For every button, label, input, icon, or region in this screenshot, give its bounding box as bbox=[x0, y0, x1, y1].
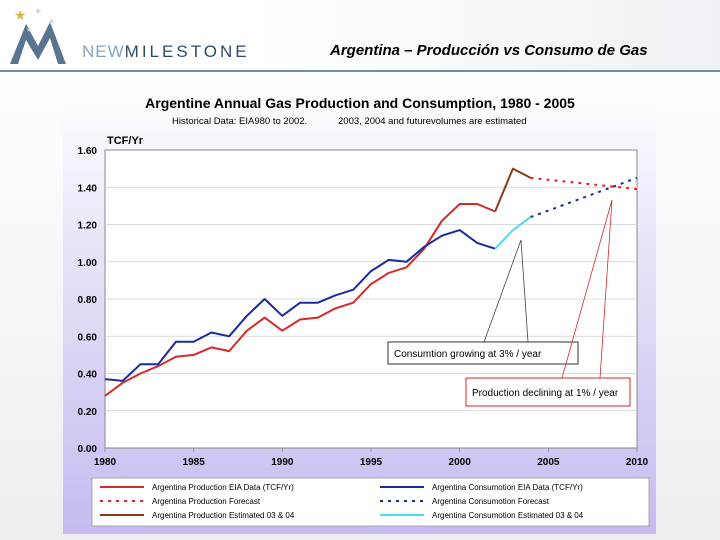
y-tick-label: 1.60 bbox=[78, 146, 98, 157]
y-tick-label: 1.20 bbox=[78, 221, 98, 232]
svg-text:★: ★ bbox=[34, 7, 42, 17]
slide-title: Argentina – Producción vs Consumo de Gas bbox=[330, 42, 648, 59]
series-line-5 bbox=[494, 216, 532, 250]
chart-title: Argentine Annual Gas Production and Cons… bbox=[145, 95, 575, 111]
logo-text-new: NEW bbox=[82, 42, 125, 61]
y-tick-label: 1.40 bbox=[78, 183, 98, 194]
y-tick-label: 0.40 bbox=[78, 370, 98, 381]
legend-box bbox=[91, 477, 650, 527]
x-tick-label: 2005 bbox=[537, 457, 560, 468]
legend-label-0: Argentina Production EIA Data (TCF/Yr) bbox=[152, 483, 294, 492]
annotation-production-text: Production declining at 1% / year bbox=[472, 388, 619, 399]
series-line-2 bbox=[494, 167, 532, 212]
series-line-1 bbox=[530, 176, 638, 191]
svg-text:★: ★ bbox=[14, 8, 27, 24]
x-tick-label: 2000 bbox=[449, 457, 472, 468]
logo-icon: ★ ★ ★ ★ bbox=[10, 7, 66, 64]
y-axis-label: TCF/Yr bbox=[107, 135, 144, 147]
x-tick-label: 1985 bbox=[183, 457, 206, 468]
chart-subtitle-left: Historical Data: EIA980 to 2002. bbox=[172, 116, 307, 127]
logo-text: NEWMILESTONE bbox=[82, 42, 250, 62]
annotation-consumption-box bbox=[387, 341, 579, 365]
legend-label-3: Argentina Consumotion EIA Data (TCF/Yr) bbox=[432, 483, 583, 492]
x-tick-label: 1980 bbox=[94, 457, 117, 468]
x-tick-label: 1995 bbox=[360, 457, 383, 468]
series-line-3 bbox=[104, 229, 496, 382]
annotation-consumption-text: Consumtion growing at 3% / year bbox=[394, 349, 542, 360]
y-tick-label: 0.80 bbox=[78, 295, 98, 306]
chart-subtitle-right: 2003, 2004 and futurevolumes are estimat… bbox=[338, 116, 527, 127]
legend-label-1: Argentina Production Forecast bbox=[152, 497, 261, 506]
svg-text:★: ★ bbox=[48, 17, 55, 26]
annotation-consumption-callout bbox=[483, 239, 529, 343]
x-tick-label: 1990 bbox=[271, 457, 294, 468]
series-line-0 bbox=[104, 203, 496, 397]
header-band bbox=[0, 0, 720, 72]
legend-label-4: Argentina Consumotion Forecast bbox=[432, 497, 550, 506]
y-tick-label: 0.60 bbox=[78, 332, 98, 343]
y-tick-label: 1.00 bbox=[78, 258, 98, 269]
annotation-production-callout bbox=[561, 199, 613, 379]
series-line-4 bbox=[530, 176, 638, 219]
y-tick-label: 0.00 bbox=[78, 444, 98, 455]
annotation-production-box bbox=[465, 377, 631, 407]
legend-label-2: Argentina Production Estimated 03 & 04 bbox=[152, 511, 295, 520]
header-divider bbox=[0, 70, 720, 72]
logo-text-rest: MILESTONE bbox=[124, 42, 250, 61]
y-tick-label: 0.20 bbox=[78, 407, 98, 418]
x-tick-label: 2010 bbox=[626, 457, 649, 468]
svg-text:★: ★ bbox=[26, 26, 32, 34]
legend-label-5: Argentina Consumotion Estimated 03 & 04 bbox=[432, 511, 584, 520]
